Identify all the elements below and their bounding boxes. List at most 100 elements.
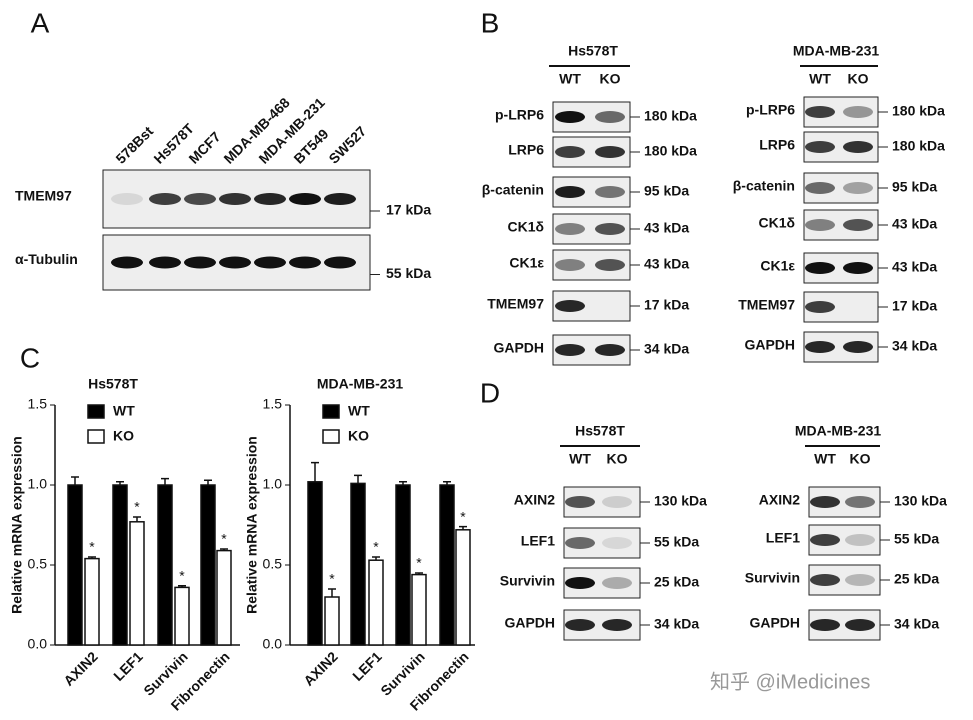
band <box>254 193 286 205</box>
band <box>805 182 835 194</box>
bar <box>439 484 455 646</box>
bar <box>324 596 340 646</box>
error-bar <box>372 556 380 561</box>
band <box>565 619 595 631</box>
bar <box>67 484 83 646</box>
y-tick-label: 1.5 <box>28 396 48 412</box>
y-tick-label: 1.0 <box>263 476 283 492</box>
size-label: 95 kDa <box>644 183 689 199</box>
band <box>602 537 632 549</box>
band <box>595 146 625 158</box>
lane-label: WT <box>809 71 831 87</box>
error-bar <box>311 461 319 482</box>
size-label: 17 kDa <box>644 297 689 313</box>
band <box>595 223 625 235</box>
size-label: 43 kDa <box>892 259 937 275</box>
row-label: TMEM97 <box>15 188 72 204</box>
panel-label: B <box>481 7 500 38</box>
band <box>555 300 585 312</box>
band <box>845 496 875 508</box>
row-label: p-LRP6 <box>746 102 795 118</box>
row-label: LRP6 <box>759 137 795 153</box>
bar <box>174 586 190 646</box>
row-label: Survivin <box>745 570 800 586</box>
row-label: β-catenin <box>733 178 795 194</box>
band <box>555 344 585 356</box>
size-label: 180 kDa <box>644 108 697 124</box>
size-label: 180 kDa <box>644 143 697 159</box>
lane-label: KO <box>850 451 871 467</box>
band <box>595 111 625 123</box>
band <box>111 193 143 205</box>
error-bar <box>88 556 96 559</box>
band <box>805 341 835 353</box>
size-label: 34 kDa <box>892 338 937 354</box>
legend-label: WT <box>113 403 135 419</box>
error-bar <box>443 481 451 485</box>
band <box>555 223 585 235</box>
x-tick-label: LEF1 <box>110 648 146 684</box>
significance: * <box>179 568 185 584</box>
bar <box>395 484 411 646</box>
row-label: α-Tubulin <box>15 251 78 267</box>
size-label: 25 kDa <box>654 574 699 590</box>
y-tick-label: 1.0 <box>28 476 48 492</box>
error-bar <box>354 474 362 484</box>
size-label: 180 kDa <box>892 103 945 119</box>
y-axis-label: Relative mRNA expression <box>9 436 25 614</box>
row-label: CK1ε <box>509 255 544 271</box>
band <box>184 193 216 205</box>
significance: * <box>89 539 95 555</box>
band <box>843 182 873 194</box>
size-label: 43 kDa <box>644 256 689 272</box>
chart-title: MDA-MB-231 <box>317 376 404 392</box>
bar <box>411 573 427 646</box>
row-label: GAPDH <box>504 615 555 631</box>
x-tick-label: AXIN2 <box>300 648 341 689</box>
band <box>805 301 835 313</box>
error-bar <box>399 481 407 485</box>
band <box>324 193 356 205</box>
size-label: 43 kDa <box>644 220 689 236</box>
size-label: 130 kDa <box>654 493 707 509</box>
band <box>595 344 625 356</box>
size-label: 43 kDa <box>892 216 937 232</box>
y-tick-label: 1.5 <box>263 396 283 412</box>
bar <box>455 529 471 646</box>
band <box>555 186 585 198</box>
legend-swatch <box>87 429 105 444</box>
band <box>602 619 632 631</box>
row-label: GAPDH <box>744 337 795 353</box>
band <box>843 341 873 353</box>
chart-title: Hs578T <box>88 376 138 392</box>
legend-swatch <box>322 404 340 419</box>
band <box>805 219 835 231</box>
size-label: 55 kDa <box>894 531 939 547</box>
row-label: GAPDH <box>749 615 800 631</box>
band <box>845 574 875 586</box>
lane-label: WT <box>559 71 581 87</box>
lane-label: KO <box>848 71 869 87</box>
band <box>555 259 585 271</box>
group-title: Hs578T <box>575 423 625 439</box>
error-bar <box>328 588 336 597</box>
band <box>219 256 251 269</box>
bar <box>216 549 232 646</box>
row-label: GAPDH <box>493 340 544 356</box>
error-bar <box>220 548 228 551</box>
y-tick-label: 0.5 <box>28 556 48 572</box>
band <box>595 259 625 271</box>
band <box>810 496 840 508</box>
row-label: CK1δ <box>508 219 545 235</box>
size-label: 25 kDa <box>894 571 939 587</box>
band <box>845 619 875 631</box>
band <box>565 577 595 589</box>
lane-label: WT <box>814 451 836 467</box>
lane-label: KO <box>607 451 628 467</box>
band <box>843 262 873 274</box>
legend-label: KO <box>113 428 134 444</box>
row-label: Survivin <box>500 573 555 589</box>
bar <box>129 521 145 646</box>
legend-label: KO <box>348 428 369 444</box>
band <box>555 111 585 123</box>
